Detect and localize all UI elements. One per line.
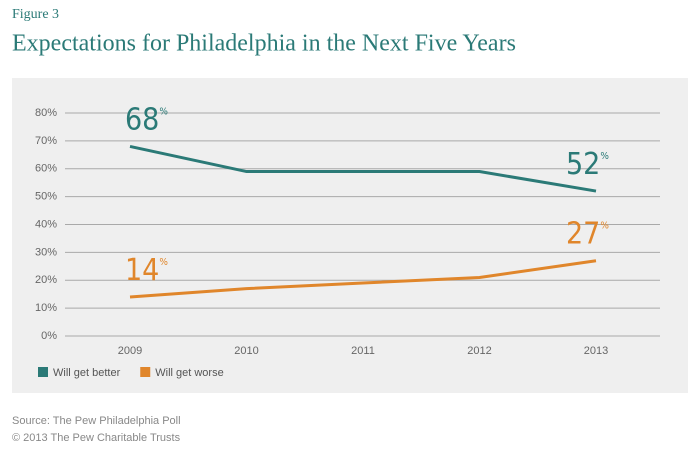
y-tick-label: 20% xyxy=(35,274,57,286)
x-tick-label: 2010 xyxy=(234,345,258,357)
figure-label: Figure 3 xyxy=(12,7,59,22)
line xyxy=(129,259,597,299)
y-tick-label: 30% xyxy=(35,246,57,258)
data-label: 14% xyxy=(125,252,168,287)
x-tick-label: 2013 xyxy=(584,345,608,357)
legend-swatch xyxy=(140,367,151,377)
source: Source: The Pew Philadelphia Poll xyxy=(12,415,181,427)
chart-title: Expectations for Philadelphia in the Nex… xyxy=(12,31,516,57)
y-tick-label: 10% xyxy=(35,302,57,314)
plot-background xyxy=(12,78,688,393)
x-tick-label: 2011 xyxy=(351,345,375,357)
legend-label: Will get better xyxy=(53,367,121,379)
data-label: 27% xyxy=(566,216,609,251)
line xyxy=(129,144,597,193)
data-label: 68% xyxy=(125,102,168,137)
y-tick-label: 0% xyxy=(41,330,57,342)
copyright: © 2013 The Pew Charitable Trusts xyxy=(12,432,181,444)
legend-label: Will get worse xyxy=(155,367,223,379)
legend-swatch xyxy=(38,367,48,377)
y-tick-label: 80% xyxy=(35,107,57,119)
y-tick-label: 50% xyxy=(35,191,57,203)
data-label: 52% xyxy=(566,147,609,182)
y-tick-label: 70% xyxy=(35,135,57,147)
x-tick-label: 2009 xyxy=(118,345,142,357)
x-tick-label: 2012 xyxy=(467,345,491,357)
y-tick-label: 60% xyxy=(35,163,57,175)
y-tick-label: 40% xyxy=(35,218,57,230)
